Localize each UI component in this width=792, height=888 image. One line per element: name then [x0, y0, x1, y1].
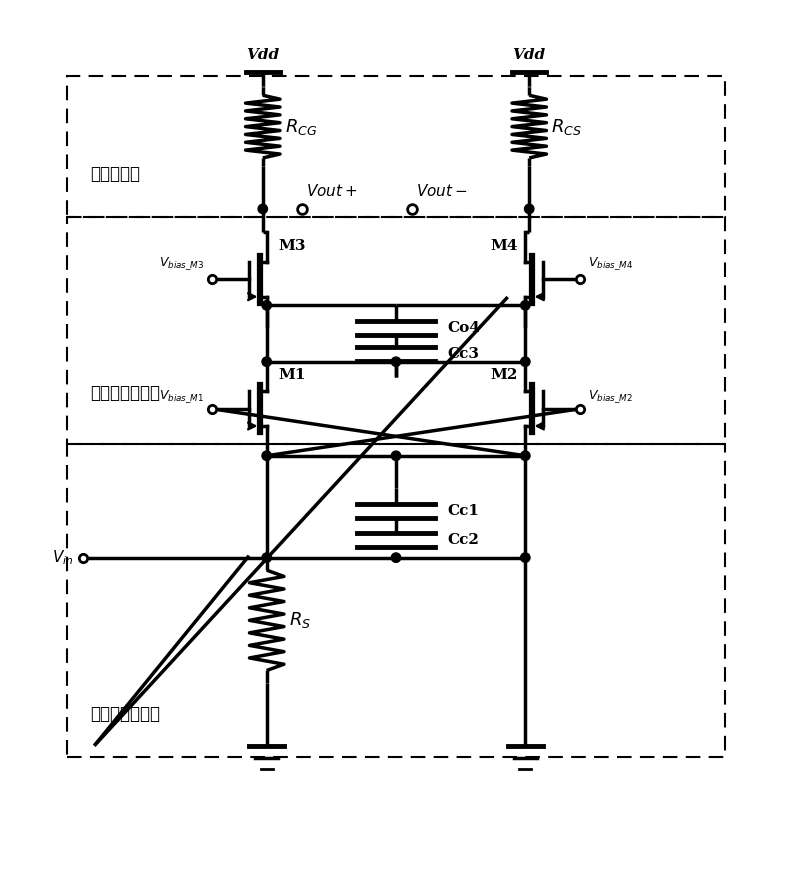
Circle shape: [520, 553, 530, 562]
Text: $R_{CG}$: $R_{CG}$: [284, 116, 317, 137]
Text: $V_{in}$: $V_{in}$: [51, 548, 73, 567]
Circle shape: [520, 301, 530, 310]
Circle shape: [258, 204, 268, 214]
Text: $V_{bias\_M1}$: $V_{bias\_M1}$: [159, 388, 204, 405]
Circle shape: [262, 357, 272, 367]
Text: $Vout-$: $Vout-$: [416, 184, 467, 200]
Text: $R_{CS}$: $R_{CS}$: [551, 116, 582, 137]
Circle shape: [524, 204, 534, 214]
Text: 差分共栅隔离级: 差分共栅隔离级: [90, 385, 160, 402]
Circle shape: [520, 451, 530, 461]
Text: M3: M3: [279, 239, 306, 253]
Text: $R_S$: $R_S$: [288, 610, 310, 630]
Text: M1: M1: [279, 368, 306, 382]
Text: M4: M4: [490, 239, 517, 253]
Text: Cc3: Cc3: [447, 347, 479, 361]
Circle shape: [391, 451, 401, 461]
Circle shape: [262, 301, 272, 310]
Text: 共源共栅输入级: 共源共栅输入级: [90, 705, 160, 724]
Text: 电阶负载级: 电阶负载级: [90, 164, 140, 183]
Text: Cc1: Cc1: [447, 503, 479, 518]
Text: Co4: Co4: [447, 321, 480, 335]
Circle shape: [262, 451, 272, 461]
Text: M2: M2: [490, 368, 517, 382]
Text: Vdd: Vdd: [512, 48, 546, 62]
Circle shape: [391, 357, 401, 367]
Text: Cc2: Cc2: [447, 533, 479, 547]
Text: $V_{bias\_M3}$: $V_{bias\_M3}$: [158, 255, 204, 272]
Text: $V_{bias\_M2}$: $V_{bias\_M2}$: [588, 388, 633, 405]
Text: $V_{bias\_M4}$: $V_{bias\_M4}$: [588, 255, 634, 272]
Circle shape: [391, 553, 401, 562]
Circle shape: [520, 357, 530, 367]
Text: $Vout+$: $Vout+$: [306, 184, 357, 200]
Circle shape: [262, 553, 272, 562]
Text: Vdd: Vdd: [246, 48, 280, 62]
